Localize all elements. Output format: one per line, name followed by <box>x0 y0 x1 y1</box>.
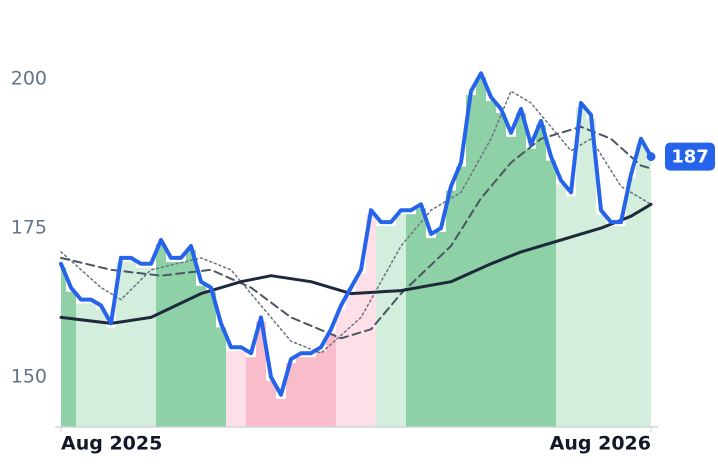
zone-bar <box>596 214 606 427</box>
zone-bar <box>146 267 156 427</box>
zone-bar <box>176 261 186 427</box>
zone-bar <box>236 351 246 427</box>
zone-bar <box>416 208 426 427</box>
zone-bar <box>226 351 236 427</box>
zone-bar <box>606 226 616 427</box>
zone-bar <box>516 112 526 427</box>
zone-bar <box>386 226 396 427</box>
last-point <box>646 152 656 162</box>
zone-bar <box>276 398 286 427</box>
zone-bar <box>616 226 626 427</box>
zone-bar <box>476 77 486 428</box>
zone-bar <box>266 380 276 427</box>
zone-bar <box>166 261 176 427</box>
zone-bar <box>346 291 356 427</box>
zone-bar <box>526 148 536 427</box>
zone-bar <box>396 214 406 427</box>
zone-bar <box>216 327 226 427</box>
zone-bar <box>196 285 206 427</box>
zone-bar <box>496 112 506 427</box>
zone-bar <box>466 95 476 427</box>
zone-bar <box>316 351 326 427</box>
zone-bar <box>136 267 146 427</box>
x-tick-label: Aug 2025 <box>61 433 162 455</box>
value-label: 187 <box>671 147 709 168</box>
x-tick-label: Aug 2026 <box>550 433 651 455</box>
average-line <box>59 202 653 325</box>
value-badge <box>665 142 715 171</box>
zone-bar <box>556 184 566 427</box>
zone-bar <box>586 118 596 428</box>
zone-bar <box>326 333 336 427</box>
zone-bar <box>86 303 96 427</box>
zone-bar <box>336 309 346 427</box>
zone-bar <box>96 309 106 427</box>
zone-bar <box>546 160 556 427</box>
zone-bar <box>66 291 76 427</box>
zone-bar <box>646 160 651 427</box>
zone-bar <box>436 232 446 427</box>
zone-bar <box>126 261 136 427</box>
zone-bar <box>536 124 546 427</box>
zone-bar <box>246 357 256 427</box>
zone-bar <box>156 244 166 427</box>
y-tick-label: 200 <box>11 68 47 90</box>
zone-bar <box>186 249 196 427</box>
zone-bar <box>356 273 366 427</box>
zone-bar <box>406 214 416 427</box>
zone-bar <box>376 226 386 427</box>
y-tick-label: 150 <box>11 365 47 387</box>
zone-bar <box>366 214 376 427</box>
lines <box>59 71 653 397</box>
zone-bar <box>286 363 296 427</box>
zone-bar <box>206 291 216 427</box>
zone-bar <box>506 136 516 427</box>
zone-bar <box>456 166 466 427</box>
price-line <box>59 71 653 397</box>
zone-bar <box>636 142 646 427</box>
zone-bar <box>106 327 116 427</box>
zone-bar <box>116 261 126 427</box>
zone-bar <box>626 178 636 427</box>
zone-bar <box>256 321 266 427</box>
zone-bar <box>446 190 456 427</box>
zone-bar <box>566 196 576 427</box>
zone-bar <box>306 357 316 427</box>
zone-bar <box>576 107 586 427</box>
zone-bar <box>76 303 86 427</box>
zone-bars <box>61 77 651 428</box>
zone-bar <box>61 267 66 427</box>
zone-bar <box>296 357 306 427</box>
y-tick-label: 175 <box>11 217 47 239</box>
zone-bar <box>426 238 436 427</box>
